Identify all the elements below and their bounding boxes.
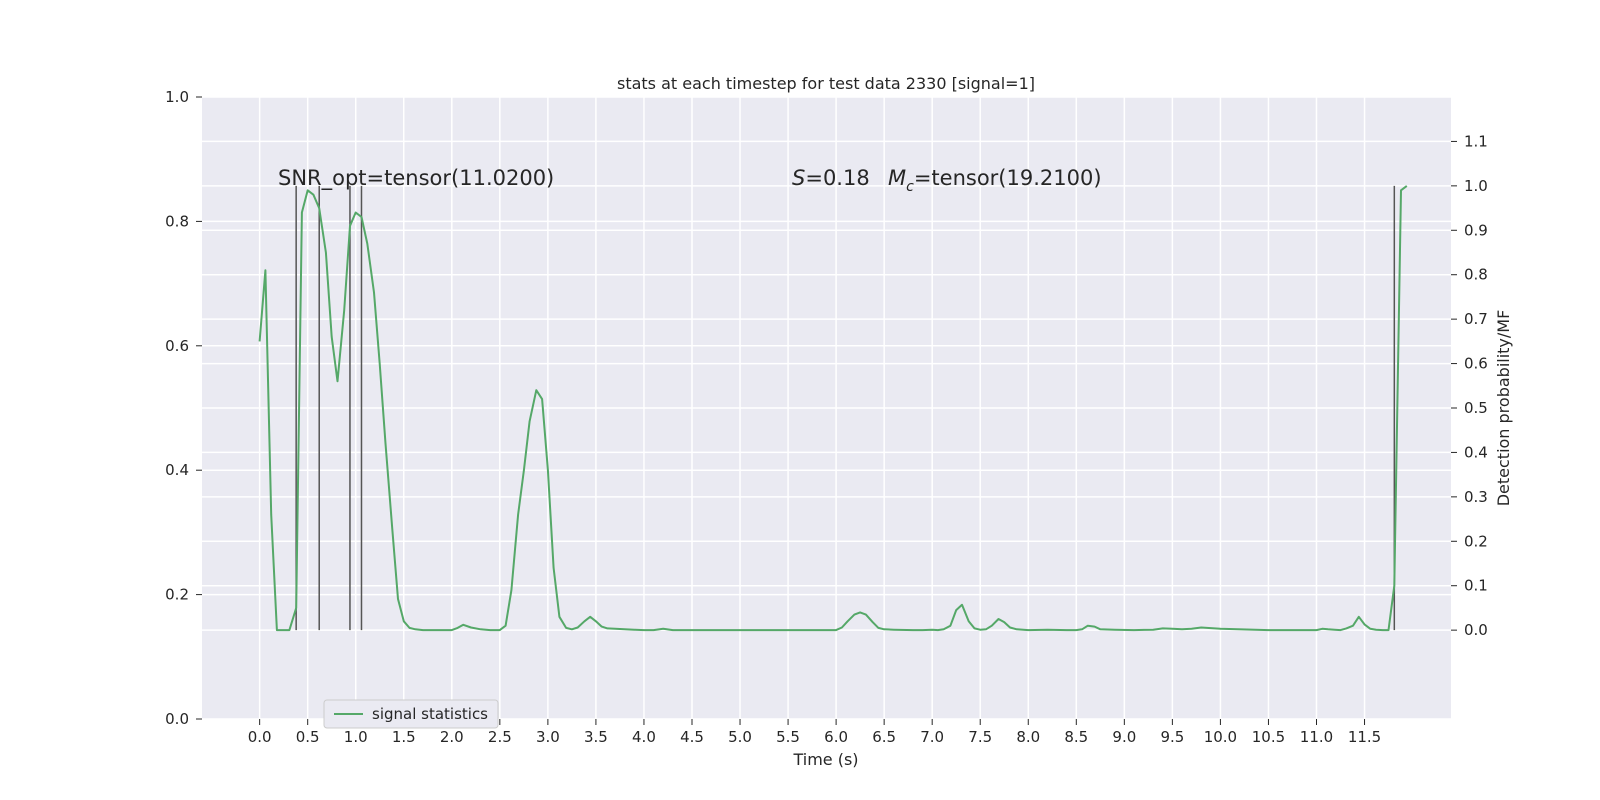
x-tick-label: 10.0 <box>1204 728 1237 746</box>
y-right-tick-label: 0.3 <box>1464 488 1488 506</box>
annotation-s: S=0.18 <box>792 166 870 190</box>
x-tick-label: 1.0 <box>344 728 368 746</box>
y-tick-label: 0.8 <box>165 212 189 230</box>
legend-label: signal statistics <box>372 705 488 723</box>
y-right-tick-label: 0.2 <box>1464 532 1488 550</box>
y-right-tick-label: 0.7 <box>1464 310 1488 328</box>
y-tick-label: 1.0 <box>165 88 189 106</box>
y-right-tick-label: 1.0 <box>1464 177 1488 195</box>
x-tick-label: 6.5 <box>872 728 896 746</box>
chart-title: stats at each timestep for test data 233… <box>617 74 1035 93</box>
y-tick-label: 0.4 <box>165 461 189 479</box>
x-tick-label: 10.5 <box>1252 728 1285 746</box>
x-tick-label: 2.5 <box>488 728 512 746</box>
x-axis-ticks: 0.0 0.5 1.0 1.5 2.0 2.5 3.0 3.5 4.0 4.5 5.0 5.5 6.0 6… <box>248 719 1381 746</box>
x-tick-label: 9.5 <box>1160 728 1184 746</box>
x-tick-label: 5.5 <box>776 728 800 746</box>
y-right-tick-label: 0.1 <box>1464 577 1488 595</box>
x-axis-title: Time (s) <box>792 750 858 769</box>
x-tick-label: 4.0 <box>632 728 656 746</box>
x-tick-label: 9.0 <box>1112 728 1136 746</box>
y-right-tick-label: 0.5 <box>1464 399 1488 417</box>
x-tick-label: 4.5 <box>680 728 704 746</box>
x-tick-label: 7.0 <box>920 728 944 746</box>
x-tick-label: 0.5 <box>296 728 320 746</box>
y-right-tick-label: 0.6 <box>1464 355 1488 373</box>
x-tick-label: 3.0 <box>536 728 560 746</box>
y-axis-ticks: 0.0 0.2 0.4 0.6 0.8 1.0 <box>165 88 202 728</box>
annotation-snr: SNR_opt=tensor(11.0200) <box>278 166 554 191</box>
x-tick-label: 8.5 <box>1064 728 1088 746</box>
x-tick-label: 6.0 <box>824 728 848 746</box>
legend: signal statistics <box>323 699 499 729</box>
y-tick-label: 0.6 <box>165 337 189 355</box>
x-tick-label: 1.5 <box>392 728 416 746</box>
x-tick-label: 2.0 <box>440 728 464 746</box>
y-right-axis-ticks: 0.0 0.1 0.2 0.3 0.4 0.5 0.6 0.7 0.8 0.9 1.0 1.1 <box>1451 132 1488 639</box>
y-right-tick-label: 0.4 <box>1464 443 1488 461</box>
y-right-tick-label: 0.9 <box>1464 221 1488 239</box>
x-tick-label: 5.0 <box>728 728 752 746</box>
annotation-mc: Mc=tensor(19.2100) <box>888 166 1102 195</box>
y-right-tick-label: 0.8 <box>1464 266 1488 284</box>
x-tick-label: 8.0 <box>1016 728 1040 746</box>
x-tick-label: 0.0 <box>248 728 272 746</box>
y-right-tick-label: 1.1 <box>1464 132 1488 150</box>
y-right-axis-title: Detection probability/MF <box>1494 310 1513 507</box>
x-tick-label: 3.5 <box>584 728 608 746</box>
legend-box <box>323 699 499 729</box>
y-tick-label: 0.2 <box>165 586 189 604</box>
series-line-signal-statistics <box>258 185 1408 632</box>
x-tick-label: 11.5 <box>1348 728 1381 746</box>
y-right-tick-label: 0.0 <box>1464 621 1488 639</box>
y-tick-label: 0.0 <box>165 710 189 728</box>
series-group <box>258 185 1408 632</box>
x-tick-label: 11.0 <box>1300 728 1333 746</box>
x-tick-label: 7.5 <box>968 728 992 746</box>
